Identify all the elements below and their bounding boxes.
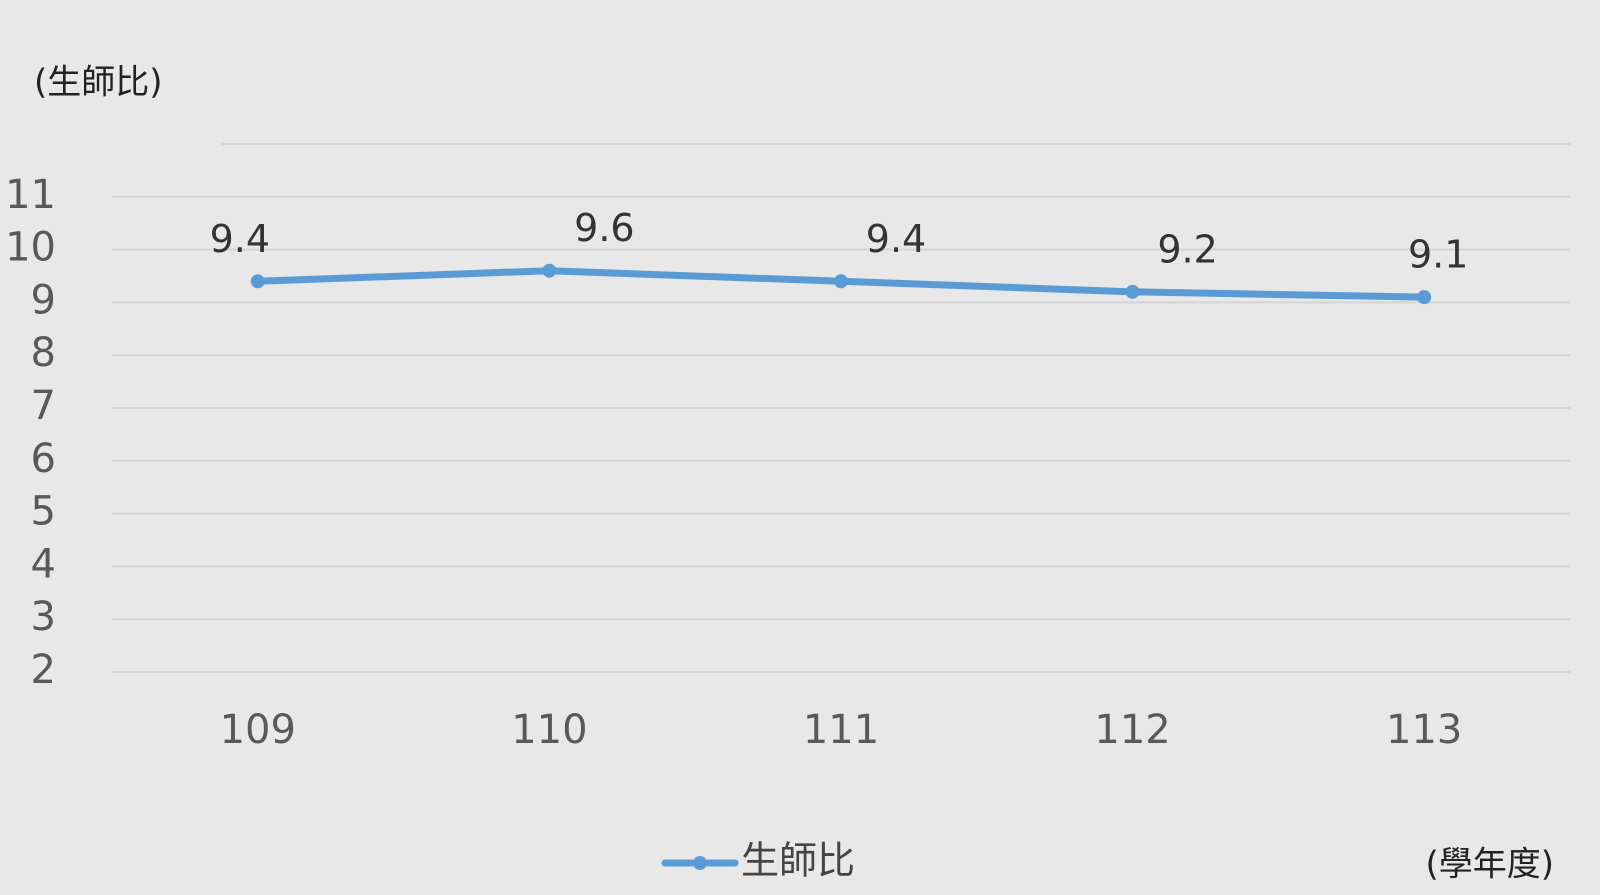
y-tick-label: 4 [31, 541, 56, 587]
data-point [1125, 284, 1140, 299]
data-label: 9.4 [210, 217, 270, 261]
y-tick-label: 11 [5, 172, 56, 218]
y-tick-label: 8 [31, 330, 56, 376]
y-tick-label: 10 [5, 225, 56, 271]
y-tick-label: 7 [31, 383, 56, 429]
data-label: 9.1 [1408, 233, 1468, 277]
y-tick-label: 5 [31, 489, 56, 535]
y-tick-label: 2 [31, 647, 56, 693]
x-tick-label: 112 [1094, 707, 1170, 753]
data-point [542, 263, 557, 278]
data-label: 9.6 [574, 206, 634, 250]
data-label: 9.2 [1157, 227, 1217, 271]
y-tick-label: 9 [31, 277, 56, 323]
x-axis-label: (學年度) [1425, 845, 1554, 885]
data-point [834, 274, 848, 289]
x-tick-label: 109 [220, 707, 296, 753]
legend-label: 生師比 [741, 839, 855, 883]
data-point [1417, 290, 1432, 305]
x-tick-label: 111 [803, 707, 879, 753]
data-point [250, 274, 265, 289]
x-tick-label: 110 [511, 707, 587, 753]
data-label: 9.4 [866, 217, 926, 261]
y-tick-label: 6 [31, 436, 56, 482]
y-axis-label: (生師比) [34, 63, 163, 103]
y-tick-label: 3 [31, 594, 56, 640]
legend-marker [693, 856, 707, 870]
x-tick-label: 113 [1386, 707, 1462, 753]
